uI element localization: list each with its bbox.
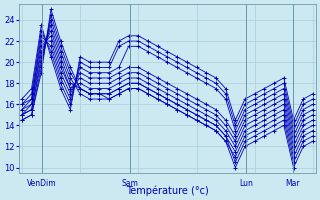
Text: Mar: Mar — [285, 179, 300, 188]
X-axis label: Température (°c): Température (°c) — [126, 185, 209, 196]
Text: Lun: Lun — [239, 179, 253, 188]
Text: Sam: Sam — [121, 179, 138, 188]
Text: VenDim: VenDim — [28, 179, 57, 188]
